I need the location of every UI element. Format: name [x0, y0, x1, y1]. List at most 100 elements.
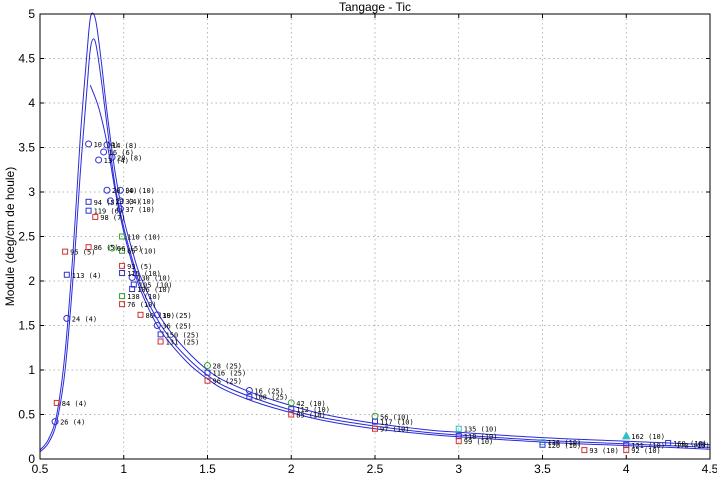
data-point-label: 105 (10): [139, 282, 173, 290]
y-tick-label: 3: [28, 185, 35, 199]
y-tick-label: 3.5: [18, 141, 35, 155]
data-point-square: [85, 198, 92, 205]
data-point-circle: [116, 197, 124, 205]
data-point-label: 131 (25): [166, 339, 200, 347]
x-tick-label: 0.5: [32, 462, 49, 476]
data-point-label: 93 (5): [127, 263, 152, 271]
data-point-label: 96 (25): [213, 378, 243, 386]
data-point-label: 162 (10): [631, 433, 665, 441]
data-point-label: 117 (10): [380, 419, 414, 427]
data-point-label: 98 (7): [100, 214, 125, 222]
data-point-square: [119, 247, 126, 254]
data-point-circle: [153, 311, 161, 319]
curve-layer: [39, 12, 711, 453]
data-point-label: 115 (10): [127, 270, 161, 278]
data-point-label: 85 (10): [296, 412, 326, 420]
y-tick-label: 0.5: [18, 408, 35, 422]
data-point-label: 118 (10): [464, 433, 498, 441]
data-point-circle: [153, 322, 161, 329]
data-point-label: 160 (10): [673, 440, 707, 448]
data-point-label: 65 (10): [127, 248, 157, 256]
data-point-label: 92 (10): [631, 447, 661, 455]
data-point-label: 94 (5): [94, 199, 119, 207]
data-point-label: 28 (25): [213, 363, 243, 371]
data-point-square: [119, 262, 126, 269]
data-point-label: 24 (4): [72, 315, 97, 323]
data-point-square: [204, 377, 211, 384]
tick-layer: 0.5 1 1.5 2 2.5 3 3.5 4 4.500.511.522.533.544.55: [18, 7, 717, 476]
data-point-square: [85, 244, 92, 251]
data-point-circle: [108, 244, 116, 252]
data-point-triangle: [621, 431, 631, 440]
y-tick-label: 1: [28, 363, 35, 377]
data-point-circle: [204, 362, 211, 370]
data-point-square: [288, 411, 295, 418]
x-tick-label: 2.5: [367, 462, 384, 476]
data-point-square: [246, 393, 253, 400]
data-point-square: [119, 233, 126, 240]
data-point-square: [455, 438, 462, 445]
data-point-circle: [116, 186, 124, 194]
data-point-square: [129, 286, 136, 293]
y-tick-label: 5: [28, 7, 35, 21]
data-point-circle: [106, 197, 114, 205]
data-point-label: 23 (4): [115, 198, 140, 206]
data-point-label: 97 (10): [380, 426, 410, 434]
data-point-square: [85, 207, 92, 214]
data-point-square: [623, 447, 630, 454]
data-point-circle: [128, 273, 136, 281]
y-tick-label: 1.5: [18, 319, 35, 333]
data-point-circle: [95, 156, 103, 164]
data-point-label: 56 (10): [380, 413, 410, 421]
x-tick-label: 4: [623, 462, 630, 476]
data-point-label: 16 (6): [109, 149, 134, 157]
data-point-square: [539, 441, 546, 448]
data-point-label: 16 (25): [254, 387, 284, 395]
data-point-label: 136 (10): [548, 439, 582, 447]
data-point-label: 84 (4): [62, 400, 87, 408]
data-point-square: [372, 418, 378, 425]
transfer-curve: [39, 12, 711, 451]
data-point-square: [137, 311, 144, 318]
x-tick-label: 4.5: [702, 462, 717, 476]
data-point-label: 113 (4): [72, 272, 102, 280]
data-point-label: 37 (10): [125, 206, 155, 214]
data-point-square: [62, 248, 69, 255]
data-point-label: 120 (10): [548, 442, 582, 450]
data-point-label: 110 (10): [127, 234, 161, 242]
data-point-square: [581, 447, 588, 454]
data-point-circle: [103, 186, 111, 194]
x-tick-label: 1: [120, 462, 127, 476]
y-tick-label: 0: [28, 452, 35, 466]
data-point-label: 13 (4): [104, 157, 129, 165]
data-point-label: 106 (10): [137, 286, 171, 294]
data-point-label: 20 (4): [112, 187, 137, 195]
data-point-label: 86 (5): [94, 244, 119, 252]
y-tick-label: 4: [28, 96, 35, 110]
data-point-label: 170 (10): [676, 442, 710, 450]
data-point-square: [130, 281, 137, 288]
data-point-label: 39 (25): [162, 312, 192, 320]
data-point-label: 66 (5): [117, 245, 142, 253]
data-point-label: 14 (8): [112, 142, 137, 150]
transfer-curve: [39, 38, 711, 453]
data-point-circle: [103, 141, 111, 149]
data-point-square: [92, 213, 99, 220]
data-point-label: 42 (10): [296, 400, 326, 408]
data-point-label: 26 (4): [60, 419, 85, 427]
x-tick-label: 1.5: [199, 462, 216, 476]
y-tick-label: 4.5: [18, 52, 35, 66]
data-point-circle: [108, 153, 116, 161]
data-point-square: [63, 271, 70, 278]
data-point-label: 121 (10): [631, 442, 665, 450]
y-tick-label: 2: [28, 274, 35, 288]
data-point-circle: [245, 386, 253, 394]
data-point-square: [157, 331, 164, 338]
data-point-label: 112 (10): [296, 406, 330, 414]
data-point-label: 95 (5): [70, 249, 95, 257]
y-axis-title: Module (deg/cm de houle): [3, 167, 17, 306]
data-point-circle: [100, 148, 108, 156]
data-point-label: 119 (6): [94, 208, 124, 216]
data-point-label: 135 (10): [464, 426, 498, 434]
